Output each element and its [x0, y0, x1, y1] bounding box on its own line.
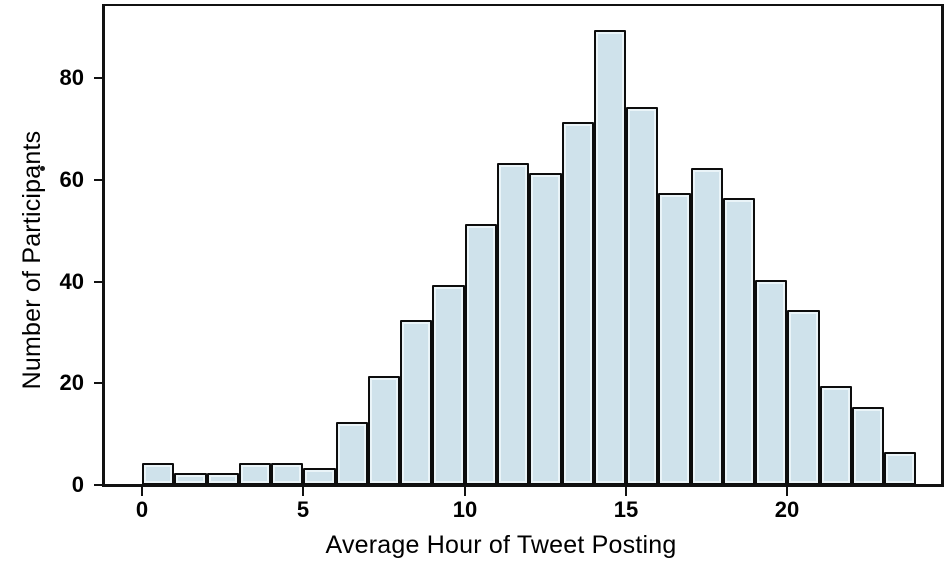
histogram-bar — [239, 463, 271, 485]
histogram-bar — [820, 386, 852, 485]
histogram-bar — [787, 310, 820, 485]
y-tick-mark — [94, 382, 104, 384]
y-tick-label: 0 — [71, 472, 84, 497]
histogram-bar — [658, 193, 691, 485]
x-tick-label: 15 — [613, 497, 639, 522]
y-tick-mark — [94, 77, 104, 79]
y-tick-label: 40 — [59, 269, 84, 294]
histogram-bar — [465, 224, 497, 485]
histogram-bar — [594, 30, 626, 485]
histogram-bar — [336, 422, 368, 485]
x-tick-mark — [464, 487, 466, 496]
histogram-bar — [529, 173, 562, 485]
histogram-bar — [691, 168, 723, 485]
stray-dot-mark — [40, 166, 45, 171]
x-tick-mark — [141, 487, 143, 496]
histogram-bar — [303, 468, 336, 485]
histogram-bar — [497, 163, 529, 485]
y-tick-label: 60 — [59, 167, 84, 192]
y-tick-mark — [94, 281, 104, 283]
x-tick-mark — [786, 487, 788, 496]
x-tick-mark — [302, 487, 304, 496]
y-tick-label: 80 — [59, 65, 84, 90]
histogram-bar — [852, 407, 884, 485]
x-tick-label: 5 — [296, 497, 310, 522]
bars-layer — [105, 6, 941, 485]
y-tick-mark — [94, 484, 104, 486]
x-tick-mark — [625, 487, 627, 496]
axis-top-spine — [102, 4, 944, 6]
x-axis-spine — [102, 484, 944, 487]
histogram-bar — [142, 463, 174, 485]
histogram-bar — [368, 376, 400, 485]
histogram-bar — [884, 452, 916, 485]
y-axis-spine — [102, 4, 105, 487]
histogram-bar — [626, 107, 658, 485]
x-tick-label: 10 — [452, 497, 478, 522]
histogram-bar — [432, 285, 465, 485]
x-axis-title: Average Hour of Tweet Posting — [325, 531, 677, 559]
x-tick-label: 0 — [135, 497, 149, 522]
y-tick-label: 20 — [59, 370, 84, 395]
histogram-bar — [755, 280, 787, 485]
y-tick-mark — [94, 179, 104, 181]
histogram-bar — [562, 122, 594, 485]
histogram-bar — [400, 320, 432, 485]
x-tick-label: 20 — [774, 497, 800, 522]
histogram-bar — [723, 198, 755, 485]
histogram-bar — [271, 463, 303, 485]
axis-right-spine — [941, 4, 944, 487]
